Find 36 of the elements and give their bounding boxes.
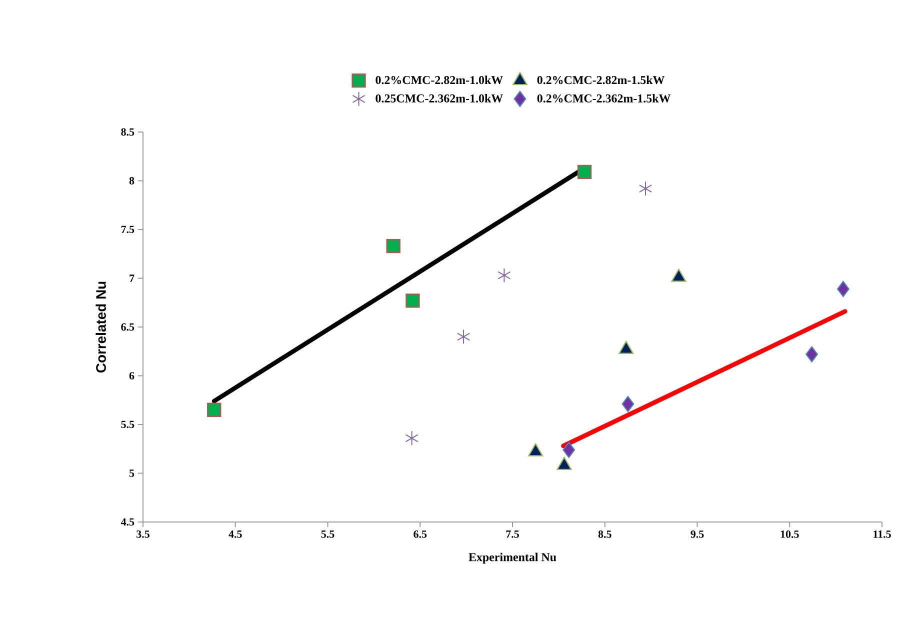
point <box>577 164 592 180</box>
x-tick-label: 11.5 <box>874 530 891 538</box>
y-tick-label: 8 <box>129 177 134 184</box>
legend-label: 0.2%CMC-2.82m-1.5kW <box>537 76 665 84</box>
y-tick-label: 5 <box>129 470 134 477</box>
x-tick-label: 9.5 <box>690 530 704 538</box>
point <box>405 430 418 446</box>
x-tick-label: 5.5 <box>321 530 334 538</box>
point <box>562 442 576 458</box>
point <box>386 238 400 254</box>
point <box>806 346 818 362</box>
legend-label: 0.2%CMC-2.82m-1.0kW <box>376 76 503 84</box>
point <box>406 294 420 308</box>
x-tick-label: 3.5 <box>136 530 150 538</box>
x-tick-label: 8.5 <box>598 530 612 538</box>
y-tick-label: 7 <box>130 274 134 282</box>
y-tick-label: 5.5 <box>121 420 134 428</box>
point <box>837 280 850 298</box>
x-tick-label: 10.5 <box>780 530 799 538</box>
point <box>622 396 634 412</box>
x-tick-label: 4.5 <box>228 530 242 538</box>
y-tick-label: 8.5 <box>121 128 134 136</box>
y-axis-title: Correlated Nu <box>96 282 106 373</box>
x-tick-label: 6.5 <box>414 530 427 538</box>
x-axis-title: Experimental Nu <box>468 552 556 564</box>
y-tick-label: 6 <box>129 372 134 380</box>
y-tick-label: 6.5 <box>121 323 134 331</box>
y-tick-label: 4.5 <box>120 518 134 526</box>
y-tick-label: 7.5 <box>121 226 134 234</box>
point <box>457 329 470 344</box>
x-tick-label: 7.5 <box>506 530 519 538</box>
point <box>207 402 222 417</box>
point <box>498 268 511 283</box>
legend-label: 0.25CMC-2.362m-1.0kW <box>376 94 503 103</box>
point <box>638 181 652 196</box>
legend-label: 0.2%CMC-2.362m-1.5kW <box>537 94 671 103</box>
